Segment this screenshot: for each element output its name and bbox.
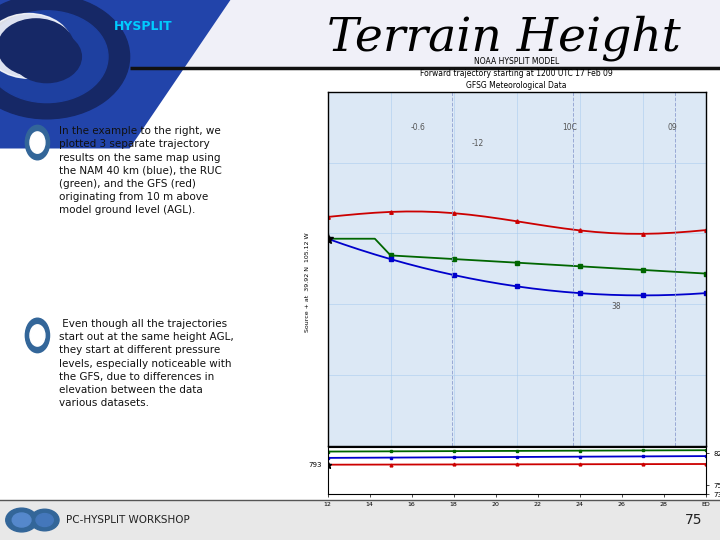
Circle shape	[12, 31, 81, 83]
Circle shape	[0, 11, 108, 103]
Circle shape	[0, 0, 130, 119]
Circle shape	[0, 14, 72, 78]
Circle shape	[0, 19, 74, 76]
Polygon shape	[0, 0, 230, 148]
Title: NOAA HYSPLIT MODEL
Forward trajectory starting at 1200 UTC 17 Feb 09
GFSG Meteor: NOAA HYSPLIT MODEL Forward trajectory st…	[420, 57, 613, 90]
Circle shape	[12, 513, 31, 527]
Text: Source + at  39.92 N  105.12 W: Source + at 39.92 N 105.12 W	[305, 232, 310, 332]
Text: -0.6: -0.6	[411, 123, 426, 132]
Bar	[0, 68, 720, 500]
Text: PC-HYSPLIT WORKSHOP: PC-HYSPLIT WORKSHOP	[66, 515, 190, 525]
Circle shape	[30, 325, 45, 346]
Circle shape	[25, 318, 50, 353]
Bar	[0, 500, 720, 540]
Text: 75: 75	[685, 513, 702, 527]
Text: 10C: 10C	[562, 123, 577, 132]
Circle shape	[25, 125, 50, 160]
Text: Even though all the trajectories
start out at the same height AGL,
they start at: Even though all the trajectories start o…	[59, 319, 234, 408]
Text: Terrain Height: Terrain Height	[327, 15, 681, 60]
Text: In the example to the right, we
plotted 3 separate trajectory
results on the sam: In the example to the right, we plotted …	[59, 126, 222, 215]
Text: HYSPLIT: HYSPLIT	[114, 21, 172, 33]
Text: 38: 38	[611, 302, 621, 312]
Circle shape	[30, 132, 45, 153]
Text: 793: 793	[309, 462, 323, 468]
Circle shape	[30, 509, 59, 531]
Text: 09: 09	[668, 123, 678, 132]
Text: -12: -12	[472, 139, 484, 148]
Circle shape	[6, 508, 37, 532]
Circle shape	[36, 514, 53, 526]
